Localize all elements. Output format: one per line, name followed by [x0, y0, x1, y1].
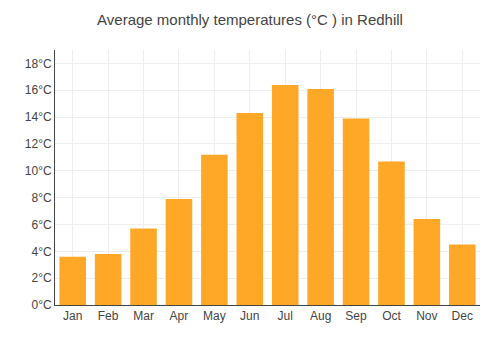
- svg-text:6°C: 6°C: [31, 218, 51, 232]
- svg-text:14°C: 14°C: [25, 110, 52, 124]
- svg-text:4°C: 4°C: [31, 245, 51, 259]
- svg-text:May: May: [203, 309, 226, 323]
- svg-text:2°C: 2°C: [31, 271, 51, 285]
- svg-text:18°C: 18°C: [25, 57, 52, 71]
- svg-text:Dec: Dec: [452, 309, 473, 323]
- svg-text:Oct: Oct: [382, 309, 401, 323]
- svg-text:Jun: Jun: [240, 309, 259, 323]
- svg-text:Jan: Jan: [63, 309, 82, 323]
- svg-text:Nov: Nov: [416, 309, 437, 323]
- svg-text:Aug: Aug: [310, 309, 331, 323]
- svg-text:10°C: 10°C: [25, 164, 52, 178]
- svg-text:Average monthly temperatures (: Average monthly temperatures (°C ) in Re…: [97, 11, 403, 28]
- svg-text:Feb: Feb: [98, 309, 119, 323]
- svg-text:12°C: 12°C: [25, 137, 52, 151]
- svg-text:Apr: Apr: [170, 309, 189, 323]
- svg-text:0°C: 0°C: [31, 298, 51, 312]
- svg-text:Sep: Sep: [345, 309, 367, 323]
- svg-text:Jul: Jul: [278, 309, 293, 323]
- svg-text:16°C: 16°C: [25, 83, 52, 97]
- svg-text:Mar: Mar: [133, 309, 154, 323]
- svg-text:8°C: 8°C: [31, 191, 51, 205]
